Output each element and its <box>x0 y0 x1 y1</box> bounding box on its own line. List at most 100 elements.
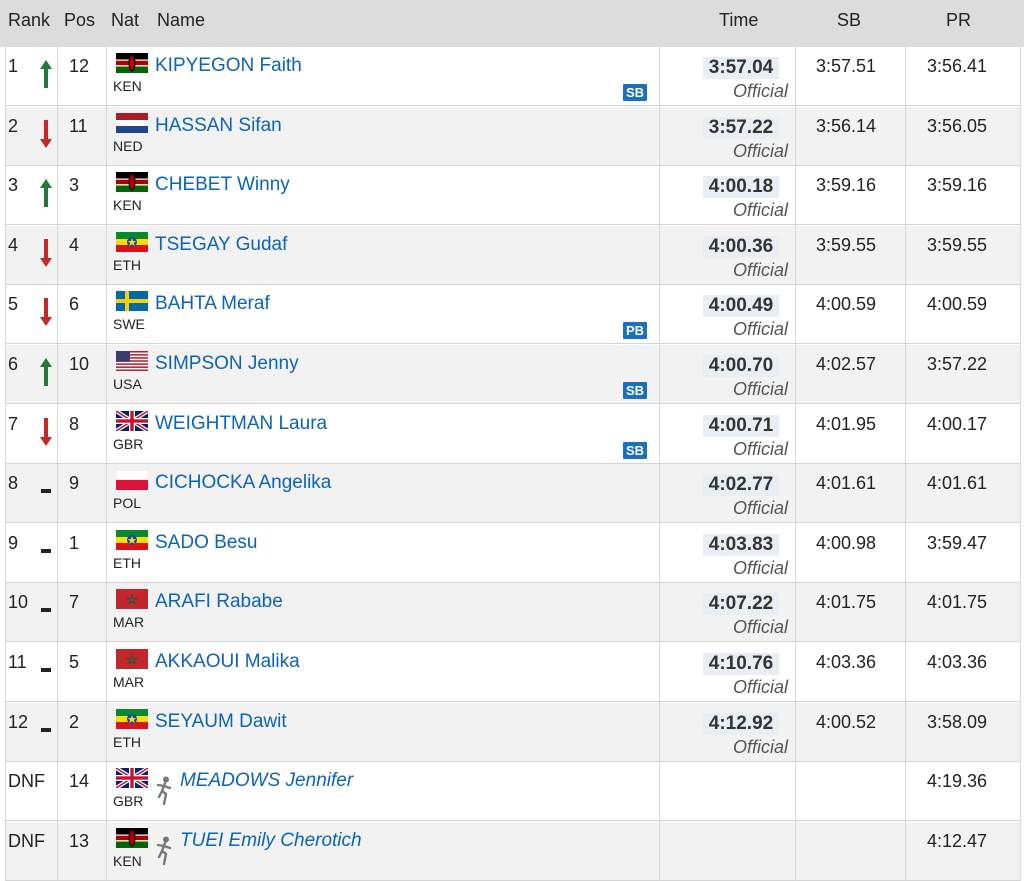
pos-cell: 9 <box>69 473 80 494</box>
nat-header: Nat <box>111 10 140 30</box>
result-time: 3:57.04 <box>703 57 779 79</box>
result-time: 4:03.83 <box>703 533 779 556</box>
pos-cell: 11 <box>69 115 88 136</box>
season-best: 3:57.51 <box>816 56 877 76</box>
nat-code: ETH <box>113 554 141 571</box>
unchanged-icon <box>39 715 53 745</box>
uk-flag-icon <box>114 766 150 790</box>
pos-cell: 5 <box>69 652 80 672</box>
table-row: 2 11 NED HASSAN Sifan 3:57.22 Official 3:56.14… <box>5 106 1021 166</box>
personal-record: 3:56.41 <box>927 56 988 76</box>
status-label: Official <box>732 319 788 340</box>
status-label: Official <box>732 81 788 101</box>
nat-code: KEN <box>113 852 142 869</box>
status-label: Official <box>732 557 788 578</box>
season-best: 4:02.57 <box>816 354 877 374</box>
status-label: Official <box>732 200 788 221</box>
kenya-flag-icon <box>116 172 148 193</box>
personal-record: 4:03.36 <box>927 652 988 672</box>
rank-cell: 10 <box>8 592 29 613</box>
athlete-name-link[interactable]: ARAFI Rababe <box>155 591 283 613</box>
athlete-name-link[interactable]: SIMPSON Jenny <box>155 353 299 374</box>
table-row: 6 10 USA SIMPSON Jenny SB 4:00.70 Official 4:02… <box>5 345 1021 404</box>
athlete-name-link[interactable]: KIPYEGON Faith <box>155 55 302 76</box>
nat-code: ETH <box>113 733 141 750</box>
down-arrow-icon <box>39 119 53 149</box>
pos-cell: 1 <box>69 532 80 553</box>
athlete-name-link[interactable]: TSEGAY Gudaf <box>155 233 288 255</box>
morocco-flag-icon <box>116 589 148 610</box>
table-row: DNF 14 GBR MEADOWS Jennifer 4:19.36 <box>5 762 1021 822</box>
table-row: 7 8 GBR WEIGHTMAN Laura SB 4:00.71 Official 4:0… <box>5 404 1021 464</box>
season-best: 4:00.59 <box>816 294 877 315</box>
unchanged-icon <box>39 536 53 566</box>
kenya-flag-icon <box>116 827 148 848</box>
result-time: 4:00.71 <box>703 414 779 437</box>
nat-code: POL <box>113 495 142 512</box>
result-time: 4:00.70 <box>703 355 779 377</box>
rank-cell: 11 <box>8 652 27 672</box>
rank-cell: 5 <box>8 294 19 315</box>
table-row: 3 3 KEN CHEBET Winny 4:00.18 Official 3:59.16 3… <box>5 166 1021 226</box>
morocco-flag-icon <box>116 649 148 669</box>
nat-code: KEN <box>113 197 142 214</box>
athlete-name-link[interactable]: TUEI Emily Cherotich <box>180 829 362 851</box>
table-header: Rank Pos Nat Name Time SB PR <box>0 0 1024 47</box>
status-label: Official <box>732 438 788 459</box>
table-row: 8 9 POL CICHOCKA Angelika 4:02.77 Official 4:0… <box>5 464 1021 524</box>
season-best: 4:01.95 <box>816 413 877 434</box>
ethiopia-flag-icon <box>116 231 148 252</box>
status-label: Official <box>732 617 788 638</box>
personal-record: 4:01.61 <box>927 473 988 494</box>
rank-header: Rank <box>8 10 51 30</box>
table-row: 10 7 MAR ARAFI Rababe 4:07.22 Official 4:01.75… <box>5 583 1021 643</box>
sweden-flag-icon <box>116 291 148 312</box>
uk-flag-icon <box>114 408 150 433</box>
athlete-name-link[interactable]: AKKAOUI Malika <box>155 651 300 672</box>
pos-cell: 12 <box>69 56 90 76</box>
rank-cell: 3 <box>8 175 19 196</box>
status-label: Official <box>732 736 788 757</box>
up-arrow-icon <box>39 178 53 208</box>
athlete-name-link[interactable]: SADO Besu <box>155 531 258 553</box>
personal-record: 3:59.16 <box>927 175 988 196</box>
athlete-name-link[interactable]: HASSAN Sifan <box>155 114 282 136</box>
pb-badge: PB <box>623 322 648 340</box>
nat-code: MAR <box>113 674 145 690</box>
athlete-name-link[interactable]: BAHTA Meraf <box>155 293 270 315</box>
season-best: 4:03.36 <box>816 652 877 672</box>
athlete-name-link[interactable]: WEIGHTMAN Laura <box>155 412 328 434</box>
pos-cell: 6 <box>69 294 80 315</box>
status-label: Official <box>732 379 788 399</box>
personal-record: 4:00.17 <box>927 413 988 434</box>
season-best: 4:00.98 <box>816 532 877 553</box>
rank-cell: 12 <box>8 711 29 732</box>
result-time: 4:00.36 <box>703 235 779 258</box>
table-row: 9 1 ETH SADO Besu 4:03.83 Official 4:00.98 3:59… <box>5 523 1021 583</box>
rank-cell: 9 <box>8 532 19 553</box>
runner-icon <box>154 776 176 806</box>
rank-cell: 1 <box>8 56 19 76</box>
rank-cell: 6 <box>8 354 19 374</box>
nat-code: GBR <box>113 435 144 452</box>
nat-code: KEN <box>113 78 142 94</box>
usa-flag-icon <box>116 351 148 371</box>
pos-cell: 10 <box>69 354 90 374</box>
pos-cell: 3 <box>69 175 80 196</box>
athlete-name-link[interactable]: MEADOWS Jennifer <box>180 770 354 792</box>
result-time: 4:00.18 <box>703 176 779 199</box>
pr-header: PR <box>946 10 972 30</box>
result-time: 4:12.92 <box>703 712 779 735</box>
personal-record: 3:59.55 <box>927 234 988 255</box>
athlete-name-link[interactable]: CICHOCKA Angelika <box>155 472 332 494</box>
athlete-name-link[interactable]: CHEBET Winny <box>155 174 290 196</box>
nat-code: NED <box>113 137 143 154</box>
sb-badge: SB <box>623 382 648 399</box>
athlete-name-link[interactable]: SEYAUM Dawit <box>155 710 287 732</box>
result-time: 4:10.76 <box>703 653 779 675</box>
name-header: Name <box>157 10 206 30</box>
personal-record: 3:58.09 <box>927 711 988 732</box>
rank-cell: 7 <box>8 413 19 434</box>
rank-cell: DNF <box>8 830 45 851</box>
